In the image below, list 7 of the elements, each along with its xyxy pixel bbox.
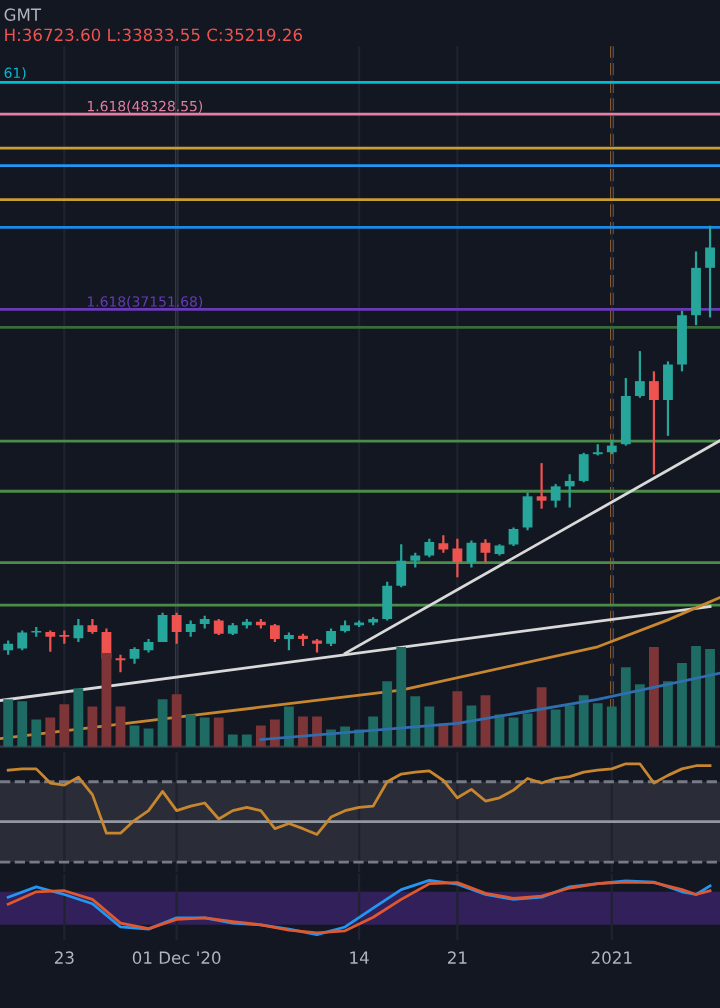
x-tick-label: 23 [54, 951, 74, 964]
chart-title: GMT [4, 8, 42, 21]
x-tick-label: 2021 [591, 951, 632, 964]
x-tick-label: 14 [350, 951, 369, 964]
x-tick-label: 01 Dec '20 [132, 951, 221, 964]
chart-subtitle: H:36723.60 L:33833.55 C:35219.26 [5, 28, 303, 42]
x-tick-label: 21 [448, 951, 467, 964]
